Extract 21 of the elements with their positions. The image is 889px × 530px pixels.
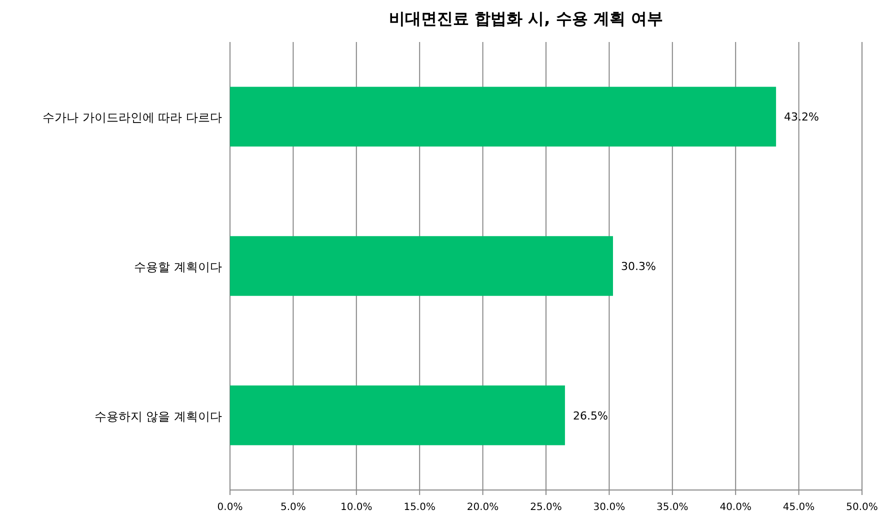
y-tick-label: 수용하지 않을 계획이다 — [94, 409, 222, 424]
x-tick-label: 30.0% — [593, 502, 626, 513]
x-tick-label: 35.0% — [656, 502, 688, 513]
y-tick-label: 수용할 계획이다 — [134, 260, 222, 274]
x-tick-label: 20.0% — [466, 502, 499, 513]
chart-title: 비대면진료 합법화 시, 수용 계획 여부 — [389, 9, 663, 28]
x-tick-label: 5.0% — [280, 502, 306, 513]
bar — [230, 236, 613, 296]
data-label: 30.3% — [620, 260, 656, 273]
bar — [230, 385, 565, 446]
x-tick-label: 40.0% — [720, 502, 752, 513]
x-tick-label: 10.0% — [340, 502, 372, 513]
y-tick-label: 수가나 가이드라인에 따라 다르다 — [42, 110, 222, 125]
bar — [230, 86, 776, 147]
x-tick-label: 15.0% — [404, 502, 436, 513]
x-tick-label: 50.0% — [846, 502, 878, 513]
data-label: 26.5% — [572, 409, 608, 422]
x-tick-label: 45.0% — [782, 502, 815, 513]
x-tick-label: 25.0% — [530, 502, 562, 513]
data-label: 43.2% — [784, 110, 819, 124]
x-tick-label: 0.0% — [217, 502, 243, 513]
